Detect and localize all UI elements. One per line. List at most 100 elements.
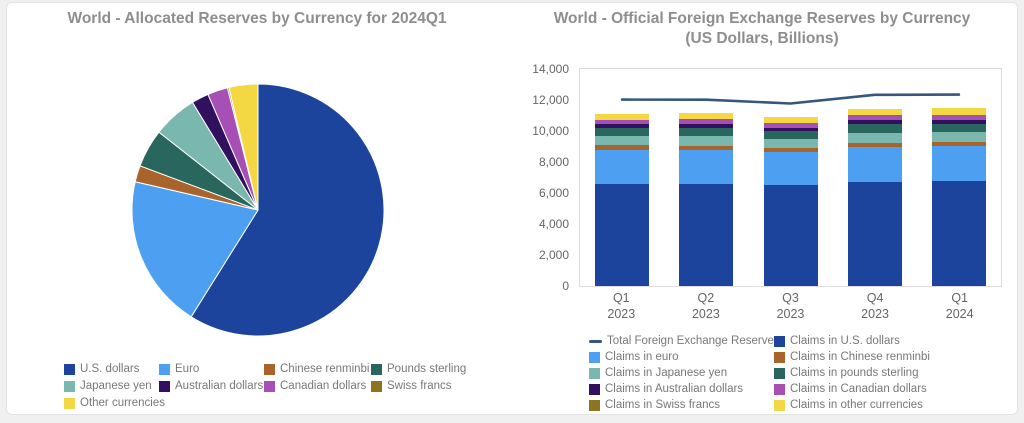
bar-segment-claims-in-other-currencies[interactable] [679,113,734,120]
color-swatch-icon [774,383,785,395]
bar-segment-claims-in-euro[interactable] [595,149,650,185]
legend-item-claims-in-chinese-renminbi[interactable]: Claims in Chinese renminbi [774,351,930,363]
bar-segment-claims-in-pounds-sterling[interactable] [763,131,818,140]
bar-segment-claims-in-australian-dollars[interactable] [679,124,734,128]
legend-item-claims-in-u-s-dollars[interactable]: Claims in U.S. dollars [774,335,930,347]
bar-segment-claims-in-japanese-yen[interactable] [679,136,734,146]
legend-label: Claims in Australian dollars [605,383,744,395]
legend-item-claims-in-japanese-yen[interactable]: Claims in Japanese yen [589,367,774,379]
legend-label: Claims in Japanese yen [605,367,728,379]
legend-item-claims-in-australian-dollars[interactable]: Claims in Australian dollars [589,383,774,395]
bar-segment-claims-in-australian-dollars[interactable] [931,119,986,124]
x-tick-line: 2023 [691,307,720,321]
color-swatch-icon [774,367,785,379]
x-tick-line: Q1 [951,291,969,305]
bar-segment-claims-in-canadian-dollars[interactable] [595,119,650,125]
pie-slice-euro[interactable] [131,181,259,318]
bar-segment-claims-in-japanese-yen[interactable] [847,132,902,143]
legend-label: Claims in Swiss francs [605,399,721,411]
bar-chart-title-line2: (US Dollars, Billions) [685,30,839,47]
stacked-bar-q4-2023[interactable] [847,108,902,286]
bar-segment-claims-in-u-s-dollars[interactable] [931,181,986,286]
x-tick-label: Q1 2024 [917,290,1002,322]
color-swatch-icon [159,380,170,392]
bar-plot-area[interactable] [579,68,1002,287]
line-swatch-icon [589,339,602,343]
bar-segment-claims-in-canadian-dollars[interactable] [679,119,734,125]
legend-item-claims-in-swiss-francs[interactable]: Claims in Swiss francs [589,399,774,411]
pie-slice-u-s-dollars[interactable] [190,83,385,337]
bar-segment-claims-in-other-currencies[interactable] [595,113,650,120]
bar-segment-claims-in-canadian-dollars[interactable] [847,115,902,121]
bar-segment-claims-in-euro[interactable] [679,149,734,185]
bar-segment-claims-in-pounds-sterling[interactable] [679,127,734,137]
color-swatch-icon [774,335,785,347]
x-tick-label: Q2 2023 [664,290,749,322]
legend-item-pounds-sterling[interactable]: Pounds sterling [371,363,466,375]
legend-item-claims-in-euro[interactable]: Claims in euro [589,351,774,363]
bar-segment-claims-in-euro[interactable] [763,151,818,186]
pie-chart[interactable] [131,83,385,337]
legend-item-japanese-yen[interactable]: Japanese yen [64,380,159,392]
legend-item-canadian-dollars[interactable]: Canadian dollars [264,380,371,392]
x-tick-label: Q1 2023 [579,290,664,322]
bar-legend: Total Foreign Exchange Reserves Claims in… [589,335,930,411]
bar-segment-claims-in-u-s-dollars[interactable] [847,182,902,286]
legend-item-australian-dollars[interactable]: Australian dollars [159,380,264,392]
bar-segment-claims-in-chinese-renminbi[interactable] [595,145,650,150]
bar-segment-claims-in-australian-dollars[interactable] [763,127,818,132]
legend-item-claims-in-canadian-dollars[interactable]: Claims in Canadian dollars [774,383,930,395]
bar-segment-claims-in-u-s-dollars[interactable] [679,184,734,286]
bar-segment-claims-in-japanese-yen[interactable] [763,139,818,149]
bar-segment-claims-in-chinese-renminbi[interactable] [847,142,902,147]
legend-item-swiss-francs[interactable]: Swiss francs [371,380,466,392]
legend-label: Australian dollars [175,380,264,392]
bar-segment-claims-in-canadian-dollars[interactable] [763,123,818,128]
bar-segment-claims-in-pounds-sterling[interactable] [931,123,986,133]
bar-segment-claims-in-australian-dollars[interactable] [595,124,650,128]
legend-item-claims-in-pounds-sterling[interactable]: Claims in pounds sterling [774,367,930,379]
x-tick-label: Q4 2023 [833,290,918,322]
bar-segment-claims-in-euro[interactable] [847,146,902,183]
bar-segment-claims-in-canadian-dollars[interactable] [931,115,986,120]
legend-item-euro[interactable]: Euro [159,363,264,375]
bar-segment-claims-in-chinese-renminbi[interactable] [931,142,986,147]
x-tick-line: Q4 [866,291,884,305]
pie-slice-other-currencies[interactable] [228,83,259,211]
x-tick-line: 2023 [861,307,889,321]
stacked-bar-q3-2023[interactable] [763,116,818,286]
stacked-bar-q1-2023[interactable] [595,113,650,286]
bar-segment-claims-in-u-s-dollars[interactable] [763,185,818,286]
x-tick-line: Q1 [612,291,630,305]
legend-label: Pounds sterling [387,363,467,375]
legend-item-claims-in-other-currencies[interactable]: Claims in other currencies [774,399,930,411]
bar-groups [580,69,1001,286]
x-tick-line: Q3 [782,291,799,305]
dashboard-card: World - Allocated Reserves by Currency f… [6,2,1018,415]
legend-item-u-s-dollars[interactable]: U.S. dollars [64,363,159,375]
bar-segment-claims-in-other-currencies[interactable] [931,108,986,115]
legend-item-total-foreign-exchange-reserves[interactable]: Total Foreign Exchange Reserves [589,335,780,347]
legend-label: U.S. dollars [80,363,140,375]
color-swatch-icon [589,351,600,363]
bar-segment-claims-in-chinese-renminbi[interactable] [679,145,734,150]
stacked-bar-q1-2024[interactable] [931,108,986,286]
legend-item-chinese-renminbi[interactable]: Chinese renminbi [264,363,371,375]
bar-segment-claims-in-japanese-yen[interactable] [931,132,986,143]
bar-segment-claims-in-australian-dollars[interactable] [847,120,902,124]
y-tick-label: 0 [562,279,569,293]
bar-segment-claims-in-chinese-renminbi[interactable] [763,148,818,152]
bar-segment-claims-in-other-currencies[interactable] [847,108,902,116]
bar-segment-claims-in-pounds-sterling[interactable] [595,127,650,136]
legend-item-other-currencies[interactable]: Other currencies [64,397,165,409]
bar-chart-title-line1: World - Official Foreign Exchange Reserv… [553,10,971,27]
bar-segment-claims-in-u-s-dollars[interactable] [595,184,650,286]
x-tick-label: Q3 2023 [748,290,833,322]
bar-segment-claims-in-pounds-sterling[interactable] [847,123,902,133]
x-tick-line: 2023 [776,307,805,321]
legend-label: Japanese yen [80,380,152,392]
stacked-bar-q2-2023[interactable] [679,113,734,286]
bar-segment-claims-in-other-currencies[interactable] [763,116,818,124]
bar-segment-claims-in-japanese-yen[interactable] [595,135,650,146]
bar-segment-claims-in-euro[interactable] [931,146,986,181]
